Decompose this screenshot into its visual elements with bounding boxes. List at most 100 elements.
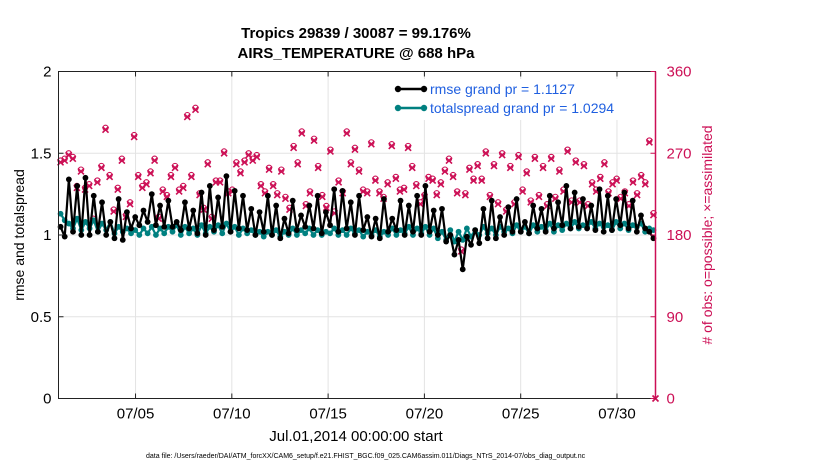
- obs-assimilated-point: [110, 207, 118, 215]
- rmse-point: [381, 196, 387, 202]
- rmse-point: [186, 225, 192, 232]
- rmse-point: [497, 214, 503, 220]
- obs-assimilated-point: [77, 167, 85, 175]
- rmse-point: [177, 227, 184, 233]
- chart-subtitle: AIRS_TEMPERATURE @ 688 hPa: [238, 45, 476, 62]
- totalspread-point: [190, 225, 197, 232]
- rmse-point: [173, 219, 180, 225]
- obs-assimilated-point: [159, 187, 167, 195]
- rmse-point: [327, 222, 333, 229]
- rmse-point: [459, 266, 466, 273]
- rmse-point: [509, 228, 516, 235]
- rmse-point: [248, 205, 255, 212]
- obs-assimilated-point: [347, 160, 355, 168]
- rmse-point: [190, 207, 197, 214]
- rmse-point: [538, 205, 545, 212]
- rmse-point: [439, 205, 445, 212]
- obs-assimilated-point: [351, 146, 359, 154]
- rmse-point: [621, 189, 628, 196]
- rmse-point: [231, 187, 238, 194]
- obs-assimilated-point: [134, 173, 142, 181]
- totalspread-point: [186, 230, 192, 237]
- rmse-point: [144, 219, 151, 225]
- obs-assimilated-point: [61, 156, 69, 165]
- rmse-point: [119, 237, 126, 243]
- rmse-point: [314, 192, 321, 199]
- rmse-point: [517, 228, 524, 235]
- rmse-point: [90, 192, 97, 199]
- obs-assimilated-point: [514, 153, 523, 161]
- totalspread-point: [65, 220, 72, 227]
- totalspread-point: [260, 233, 267, 240]
- rmse-point: [306, 202, 313, 209]
- rmse-point: [244, 227, 251, 233]
- rmse-point: [202, 232, 209, 238]
- obs-assimilated-point: [277, 167, 285, 175]
- totalspread-point: [405, 223, 412, 230]
- totalspread-point: [530, 222, 537, 229]
- obs-assimilated-point: [326, 147, 334, 155]
- totalspread-point: [331, 225, 338, 232]
- obs-assimilated-point: [453, 189, 461, 197]
- obs-assimilated-point: [596, 175, 604, 183]
- obs-assimilated-point: [167, 173, 175, 181]
- rmse-point: [410, 228, 416, 235]
- obs-assimilated-point: [273, 191, 281, 199]
- rmse-point: [161, 223, 168, 230]
- rmse-point: [542, 228, 549, 235]
- rmse-point: [269, 232, 275, 238]
- rmse-point: [211, 227, 217, 233]
- rmse-point: [264, 192, 271, 199]
- obs-assimilated-point: [437, 180, 445, 188]
- rmse-point: [318, 230, 325, 237]
- totalspread-point: [356, 227, 362, 233]
- obs-assimilated-point: [265, 166, 273, 174]
- rmse-point: [588, 202, 595, 209]
- obs-assimilated-point: [367, 140, 375, 148]
- rmse-point: [94, 228, 101, 235]
- obs-assimilated-point: [359, 187, 367, 195]
- obs-assimilated-point: [396, 187, 404, 195]
- rmse-point: [567, 225, 574, 232]
- totalspread-point: [128, 230, 134, 237]
- obs-assimilated-point: [106, 173, 114, 181]
- rmse-point: [401, 232, 408, 238]
- obs-count-series: [56, 104, 660, 403]
- totalspread-point: [414, 225, 421, 232]
- rmse-point: [484, 235, 491, 242]
- obs-assimilated-point: [335, 178, 343, 186]
- obs-assimilated-point: [363, 189, 371, 197]
- totalspread-point: [555, 222, 561, 229]
- rmse-point: [289, 197, 296, 204]
- rmse-point: [434, 232, 441, 238]
- obs-assimilated-point: [371, 176, 379, 185]
- rmse-point: [132, 214, 139, 220]
- rmse-point: [596, 186, 603, 193]
- rmse-point: [418, 232, 425, 238]
- rmse-point: [385, 228, 391, 235]
- rmse-point: [352, 232, 358, 238]
- line-series: [57, 173, 657, 273]
- rmse-point: [422, 183, 429, 189]
- legend-rmse-marker-a: [394, 85, 402, 93]
- obs-assimilated-point: [547, 155, 555, 163]
- obs-assimilated-point: [97, 164, 106, 172]
- y-right-tick-label: 360: [667, 64, 692, 81]
- y-right-tick-label: 90: [667, 309, 684, 326]
- totalspread-point: [74, 215, 81, 222]
- rmse-point: [194, 230, 201, 237]
- obs-assimilated-point: [531, 155, 539, 163]
- obs-assimilated-point: [240, 158, 249, 166]
- rmse-point: [501, 232, 508, 238]
- rmse-point: [107, 219, 114, 225]
- rmse-point: [571, 189, 578, 196]
- obs-assimilated-point: [498, 151, 506, 159]
- rmse-point: [148, 191, 155, 198]
- obs-assimilated-point: [232, 160, 240, 168]
- obs-assimilated-point: [101, 126, 110, 134]
- rmse-point: [335, 228, 342, 235]
- y-axis-label: rmse and totalspread: [11, 169, 27, 301]
- rmse-point: [206, 183, 213, 189]
- obs-assimilated-point: [118, 156, 126, 165]
- rmse-point: [592, 227, 599, 233]
